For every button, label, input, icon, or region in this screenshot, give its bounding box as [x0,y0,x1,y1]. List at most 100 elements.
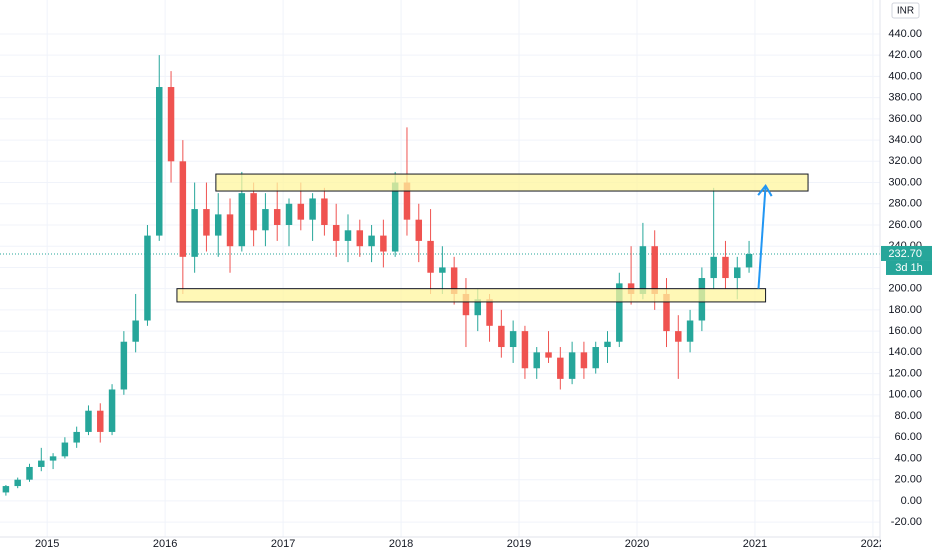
y-tick-label: 420.00 [888,49,922,61]
candle-body [722,256,729,279]
candle-body [144,235,151,321]
candle-body [368,235,375,247]
candle-body [156,87,163,236]
candle-body [498,325,505,348]
y-tick-label: 80.00 [894,410,922,422]
candle-body [226,214,234,247]
y-tick-label: 280.00 [888,198,922,210]
candle-body [651,246,658,294]
last-price-tag [881,245,932,261]
y-tick-label: 0.00 [901,495,922,507]
y-tick-label: 100.00 [888,389,922,401]
candle-body [545,352,552,358]
price-axis-bg [881,538,932,550]
currency-box[interactable] [891,2,920,19]
candle-body [403,182,411,220]
y-tick-label: 340.00 [888,134,922,146]
candle-body [616,283,623,342]
candle-body [474,299,481,316]
y-tick-label: 200.00 [888,283,922,295]
candle-body [2,486,10,493]
candle-body [250,193,257,231]
candle-body [285,203,293,225]
y-tick-label: 260.00 [888,219,922,231]
arrow-head [757,183,773,197]
x-tick-label: 2019 [507,538,531,550]
y-tick-label: 20.00 [894,474,922,486]
countdown-tag [886,260,932,275]
y-tick-label: 300.00 [888,176,922,188]
x-tick-label: 2016 [153,538,177,550]
candle-body [568,352,576,379]
candle-body [108,389,116,432]
candle-body [509,331,517,348]
candle-body [734,267,741,279]
candle-body [309,198,316,220]
candle-body [675,331,682,342]
candle-body [262,209,269,231]
y-tick-label: 180.00 [888,304,922,316]
candle-body [521,331,529,369]
candle-body [450,267,458,294]
candle-body [462,293,470,316]
candle-body [745,253,753,268]
candle-body [663,293,670,332]
candle-body [214,214,222,236]
candle-body [61,442,69,457]
candle-body [486,299,493,326]
candle-body [273,209,281,225]
candle-body [427,240,434,273]
y-tick-label: 40.00 [894,452,922,464]
x-tick-label: 2020 [625,538,649,550]
candle-body [533,352,540,369]
currency[interactable]: INR [897,6,914,17]
candle-body [415,219,423,241]
zone [176,288,767,303]
candle-body [26,466,33,480]
y-tick-label: 120.00 [888,367,922,379]
y-tick-label: -20.00 [891,516,922,528]
candle-body [439,267,446,273]
candle-body [14,479,21,487]
candle-body [686,320,694,342]
y-tick-label: 160.00 [888,325,922,337]
candle-body [710,256,717,279]
candle-body [85,410,92,432]
candle-body [391,182,399,252]
zone [215,173,809,192]
candle-body [73,431,80,443]
candle-body [120,341,128,390]
candle-body [356,230,364,247]
candle-body [132,320,139,342]
candle-body [380,235,387,252]
candle-body [97,410,104,432]
candle-body [321,198,328,225]
candle-body [191,209,198,257]
x-tick-label: 2021 [743,538,767,550]
candle-body [557,357,564,379]
candle-body [604,341,611,348]
candle-body [238,193,246,247]
x-tick-label: 2015 [35,538,59,550]
candle-body [580,352,588,369]
y-tick-label: 140.00 [888,346,922,358]
plot-area [0,55,880,496]
x-tick-label: 2017 [271,538,295,550]
candle-body [49,456,57,461]
candle-body [179,161,187,257]
candle-body [297,203,305,220]
axes: -20.00 0.00 20.00 40.00 60.00 80.00 100.00 120.… [35,28,932,550]
candle-body [592,347,599,369]
candle-body [344,230,352,241]
y-tick-label: 440.00 [888,28,922,40]
last-price-label: 232.70 [888,248,922,260]
countdown-label: 3d 1h [895,262,923,274]
y-tick-label: 380.00 [888,92,922,104]
y-tick-label: 360.00 [888,113,922,125]
candle-body [203,209,210,236]
candle-body [38,460,45,467]
arrow-shaft [757,185,767,289]
x-tick-label: 2022 [861,538,885,550]
